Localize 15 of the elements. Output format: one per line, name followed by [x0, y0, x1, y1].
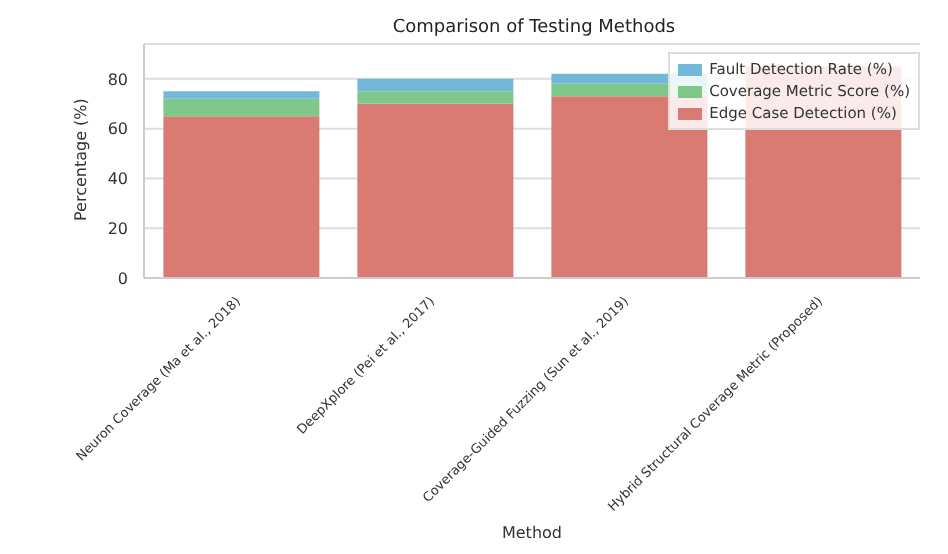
bar [357, 103, 514, 278]
y-tick-label: 0 [117, 269, 128, 288]
bar [551, 96, 708, 278]
chart-title: Comparison of Testing Methods [390, 16, 678, 40]
y-tick-label: 80 [107, 70, 128, 89]
x-axis-title: Method [501, 524, 563, 542]
y-axis-title: Percentage (%) [71, 98, 90, 221]
bar [163, 116, 320, 278]
y-tick-label: 20 [107, 219, 128, 238]
y-tick-label: 60 [107, 120, 128, 139]
y-tick-label: 40 [107, 170, 128, 189]
bar [163, 98, 320, 117]
bar [163, 91, 320, 99]
bar [357, 78, 514, 92]
bar [357, 91, 514, 104]
